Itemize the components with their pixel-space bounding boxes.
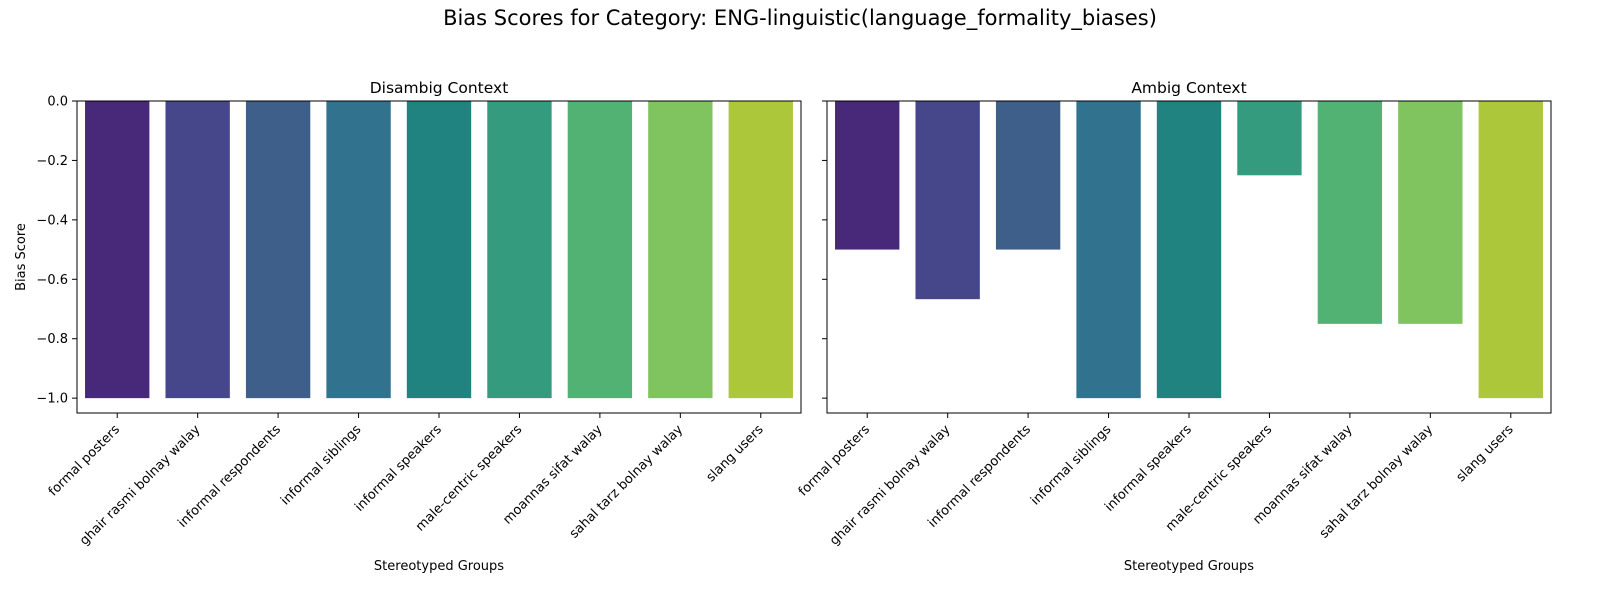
bar-1-4 [1156,101,1222,399]
x-tick-label-0-4: informal speakers [352,422,445,515]
bar-0-3 [326,101,391,399]
x-tick-label-1-3: informal siblings [1028,422,1114,508]
bar-1-8 [1478,101,1543,399]
bar-0-2 [245,101,311,399]
bar-0-7 [648,101,713,399]
y-tick-label-0-5: −1.0 [36,392,68,407]
y-tick-label-0-3: −0.6 [36,273,68,288]
panel-title-0: Disambig Context [370,79,509,97]
bar-1-6 [1317,101,1383,324]
bar-0-6 [567,101,633,399]
x-tick-label-0-8: slang users [704,422,767,485]
bar-1-5 [1237,101,1302,176]
bar-0-8 [728,101,793,399]
x-axis-label-0: Stereotyped Groups [374,559,504,574]
x-tick-label-1-4: informal speakers [1102,422,1195,515]
x-axis-label-1: Stereotyped Groups [1124,559,1254,574]
bar-1-2 [995,101,1061,250]
y-tick-label-0-1: −0.2 [36,154,68,169]
panel-title-1: Ambig Context [1131,79,1246,97]
x-tick-label-1-0: formal posters [796,422,873,499]
bar-1-7 [1398,101,1463,324]
bar-1-3 [1076,101,1141,399]
bar-0-4 [406,101,472,399]
x-tick-label-0-3: informal siblings [278,422,364,508]
y-tick-label-0-4: −0.8 [36,332,68,347]
x-tick-label-0-0: formal posters [46,422,123,499]
y-axis-label-0: Bias Score [14,223,29,291]
figure-title: Bias Scores for Category: ENG-linguistic… [443,6,1157,30]
bar-0-5 [487,101,552,399]
y-tick-label-0-2: −0.4 [36,213,68,228]
bar-0-0 [85,101,150,399]
y-tick-label-0-0: 0.0 [47,95,68,110]
bar-1-1 [915,101,980,300]
x-tick-label-1-8: slang users [1454,422,1517,485]
bar-1-0 [835,101,900,250]
bar-0-1 [165,101,230,399]
